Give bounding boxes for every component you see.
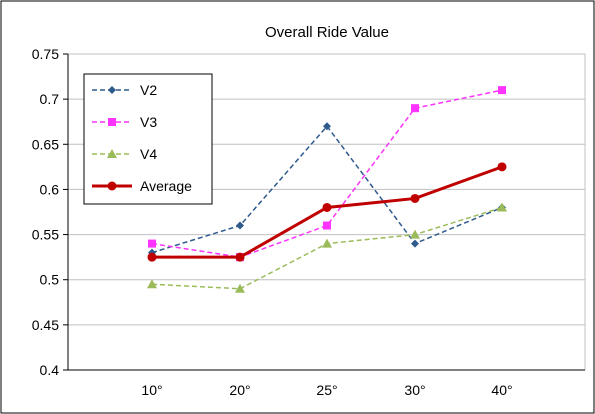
y-tick-label: 0.65 — [32, 136, 59, 152]
x-tick-label: 40° — [491, 382, 512, 398]
data-point-v3 — [323, 221, 331, 230]
legend-marker-average — [107, 181, 117, 191]
series-line-v3 — [151, 89, 503, 258]
y-tick-label: 0.6 — [40, 181, 60, 197]
series-v4 — [147, 202, 507, 293]
series-group — [147, 86, 507, 293]
y-tick-label: 0.5 — [40, 272, 60, 288]
legend-box — [83, 73, 213, 205]
y-tick-label: 0.4 — [40, 362, 60, 378]
x-tick-label: 10° — [141, 382, 162, 398]
axes: 0.4 0.45 0.5 0.55 0.6 0.65 0.7 0.75 10° 20° 25° 30°… — [32, 46, 585, 398]
legend-marker-v4 — [107, 149, 117, 158]
data-point-average — [322, 202, 332, 212]
data-point-v2 — [236, 221, 244, 230]
legend-label-average: Average — [140, 178, 192, 194]
legend-label-v3: V3 — [140, 114, 157, 130]
data-point-v4 — [235, 283, 245, 293]
legend-marker-v3 — [108, 118, 116, 126]
x-tick-label: 25° — [316, 382, 337, 398]
x-tick-label: 30° — [404, 382, 425, 398]
y-tick-label: 0.7 — [40, 91, 60, 107]
data-point-average — [497, 162, 507, 172]
x-tick-label: 20° — [229, 382, 250, 398]
legend: V2 V3 V4 Average — [83, 73, 213, 205]
data-point-v3 — [498, 86, 506, 95]
y-tick-label: 0.75 — [32, 46, 59, 62]
y-tick-label: 0.55 — [32, 227, 59, 243]
data-point-v4 — [322, 238, 332, 248]
chart-title: Overall Ride Value — [265, 24, 389, 41]
data-point-v2 — [323, 122, 331, 131]
data-point-v3 — [411, 104, 419, 113]
data-point-average — [410, 193, 420, 203]
legend-label-v2: V2 — [140, 82, 157, 98]
series-average — [147, 162, 507, 262]
data-point-average — [235, 252, 245, 262]
legend-label-v4: V4 — [140, 146, 157, 162]
data-point-v4 — [147, 279, 157, 289]
data-point-v4 — [497, 202, 507, 212]
data-point-average — [147, 252, 157, 262]
legend-marker-v2 — [108, 86, 116, 94]
data-point-v4 — [410, 229, 420, 239]
y-tick-label: 0.45 — [32, 317, 59, 333]
data-point-v2 — [411, 239, 419, 248]
data-point-v3 — [148, 239, 156, 248]
